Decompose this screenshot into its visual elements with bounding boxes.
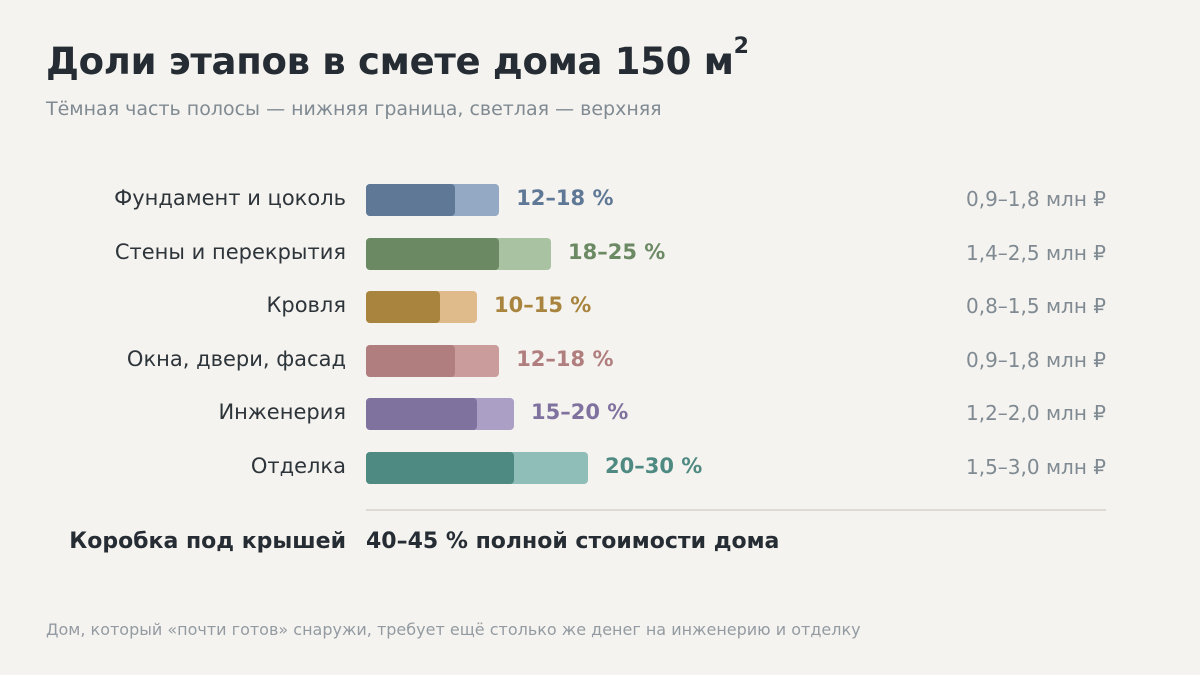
bar-lower-bound xyxy=(366,452,514,484)
percent-range-label: 12–18 % xyxy=(516,346,614,371)
bar-lower-bound xyxy=(366,184,455,216)
bar-lower-bound xyxy=(366,237,500,270)
category-label: Фундамент и цоколь xyxy=(114,186,346,210)
summary-divider xyxy=(366,509,1106,511)
summary-value: 40–45 % полной стоимости дома xyxy=(366,529,780,554)
bar-lower-bound xyxy=(366,291,440,324)
bar-lower-bound xyxy=(366,344,455,377)
category-label: Инженерия xyxy=(218,400,346,425)
percent-range-label: 10–15 % xyxy=(494,293,592,318)
summary-label: Коробка под крышей xyxy=(69,529,346,554)
cost-range-label: 0,9–1,8 млн ₽ xyxy=(966,347,1106,372)
percent-range-label: 18–25 % xyxy=(568,239,666,264)
category-label: Окна, двери, фасад xyxy=(126,346,346,371)
chart-title: Доли этапов в смете дома 150 м2 xyxy=(46,36,749,84)
cost-range-label: 0,9–1,8 млн ₽ xyxy=(966,187,1106,211)
footnote: Дом, который «почти готов» снаружи, треб… xyxy=(46,620,861,639)
percent-range-label: 20–30 % xyxy=(605,454,703,478)
bar-lower-bound xyxy=(366,398,477,431)
title-superscript: 2 xyxy=(733,34,749,59)
percent-range-label: 12–18 % xyxy=(516,186,614,210)
percent-range-label: 15–20 % xyxy=(531,400,629,425)
chart-title-text: Доли этапов в смете дома 150 м xyxy=(46,40,734,83)
cost-range-label: 0,8–1,5 млн ₽ xyxy=(966,294,1106,319)
cost-range-label: 1,2–2,0 млн ₽ xyxy=(966,401,1106,426)
category-label: Отделка xyxy=(250,454,346,478)
category-label: Стены и перекрытия xyxy=(114,239,346,264)
cost-range-label: 1,5–3,0 млн ₽ xyxy=(966,455,1106,479)
chart-subtitle: Тёмная часть полосы — нижняя граница, св… xyxy=(46,98,662,120)
cost-range-label: 1,4–2,5 млн ₽ xyxy=(966,240,1106,265)
category-label: Кровля xyxy=(266,293,346,318)
